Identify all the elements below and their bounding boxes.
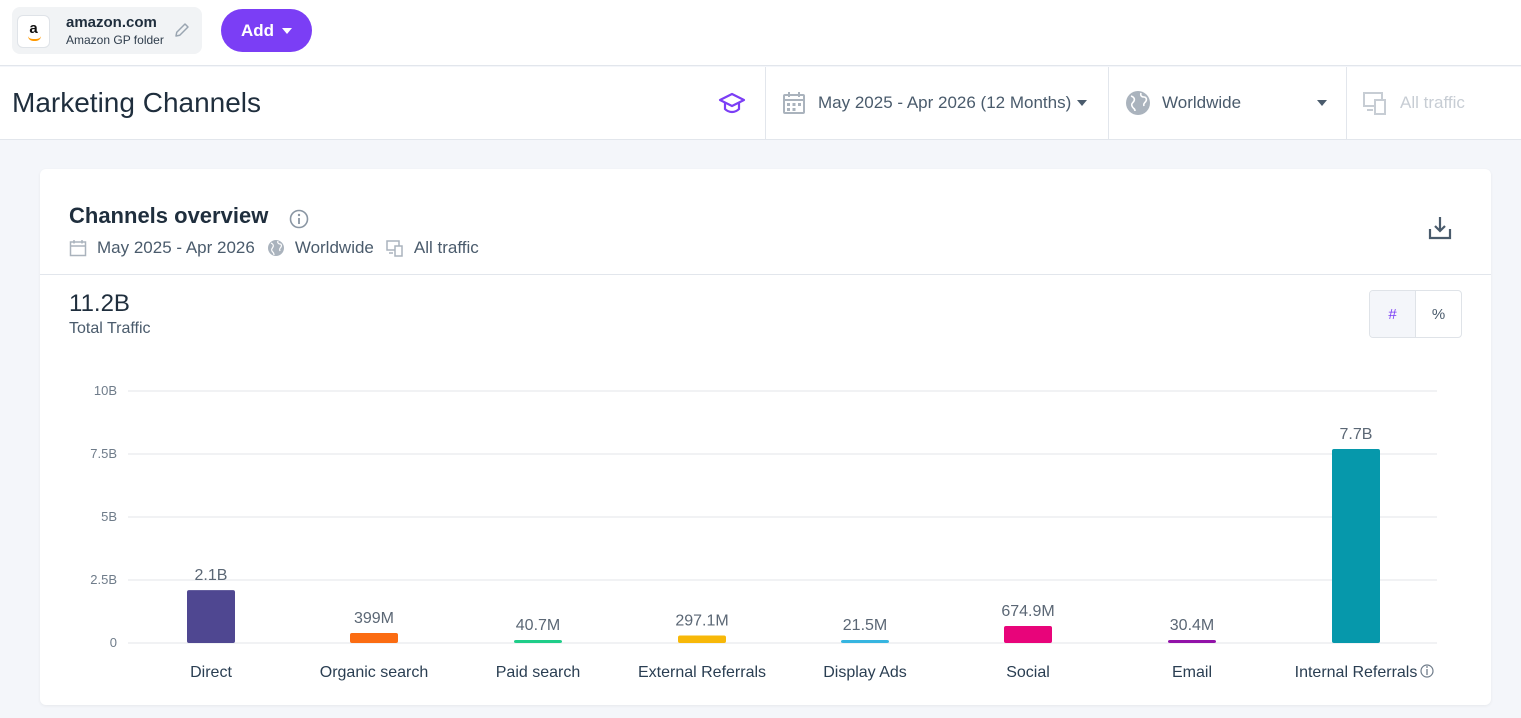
toggle-percent-button[interactable]: % xyxy=(1431,305,1446,323)
site-name: amazon.com xyxy=(66,14,157,31)
traffic-label: All traffic xyxy=(1400,93,1465,112)
toggle-count-button[interactable]: # xyxy=(1370,291,1416,337)
page-title: Marketing Channels xyxy=(12,87,262,118)
graduation-cap-icon[interactable] xyxy=(718,91,746,115)
add-button[interactable]: Add xyxy=(221,9,312,52)
top-bar: a amazon.com Amazon GP folder Add xyxy=(0,0,1521,66)
chevron-down-icon xyxy=(1317,100,1327,106)
value-mode-toggle: # % xyxy=(1369,290,1462,338)
info-icon[interactable] xyxy=(289,209,309,229)
card-date: May 2025 - Apr 2026 xyxy=(97,238,255,257)
country-filter[interactable]: Worldwide xyxy=(1125,67,1335,139)
date-range-filter[interactable]: May 2025 - Apr 2026 (12 Months) xyxy=(782,67,1088,139)
add-button-label: Add xyxy=(240,20,275,40)
total-traffic-label: Total Traffic xyxy=(69,320,151,337)
divider xyxy=(40,274,1491,275)
total-traffic-value: 11.2B xyxy=(69,290,130,317)
amazon-logo-icon: a xyxy=(17,15,50,48)
calendar-icon xyxy=(69,240,87,257)
globe-icon xyxy=(267,240,284,256)
card-traffic: All traffic xyxy=(413,238,479,257)
download-icon[interactable] xyxy=(1427,215,1453,241)
devices-icon xyxy=(386,240,403,257)
page-header: Marketing Channels May 2025 - Apr 2026 (… xyxy=(0,67,1521,140)
calendar-icon xyxy=(783,92,805,114)
traffic-filter: All traffic xyxy=(1362,67,1465,139)
country-label: Worldwide xyxy=(1162,93,1242,112)
chevron-down-icon xyxy=(1077,100,1088,106)
card-country: Worldwide xyxy=(294,238,374,257)
logo-letter: a xyxy=(29,20,38,37)
card-subtitle: May 2025 - Apr 2026 Worldwide All traffi… xyxy=(69,237,491,259)
channels-overview-card: Channels overview May 2025 - Apr 2026 Wo… xyxy=(40,169,1491,705)
chevron-down-icon xyxy=(282,27,293,34)
date-range-label: May 2025 - Apr 2026 (12 Months) xyxy=(818,93,1072,112)
pencil-icon[interactable] xyxy=(173,21,191,39)
site-folder: Amazon GP folder xyxy=(66,33,164,47)
card-title: Channels overview xyxy=(69,203,269,228)
site-selector[interactable]: a amazon.com Amazon GP folder xyxy=(12,7,202,54)
devices-icon xyxy=(1363,92,1386,115)
globe-icon xyxy=(1126,91,1150,115)
